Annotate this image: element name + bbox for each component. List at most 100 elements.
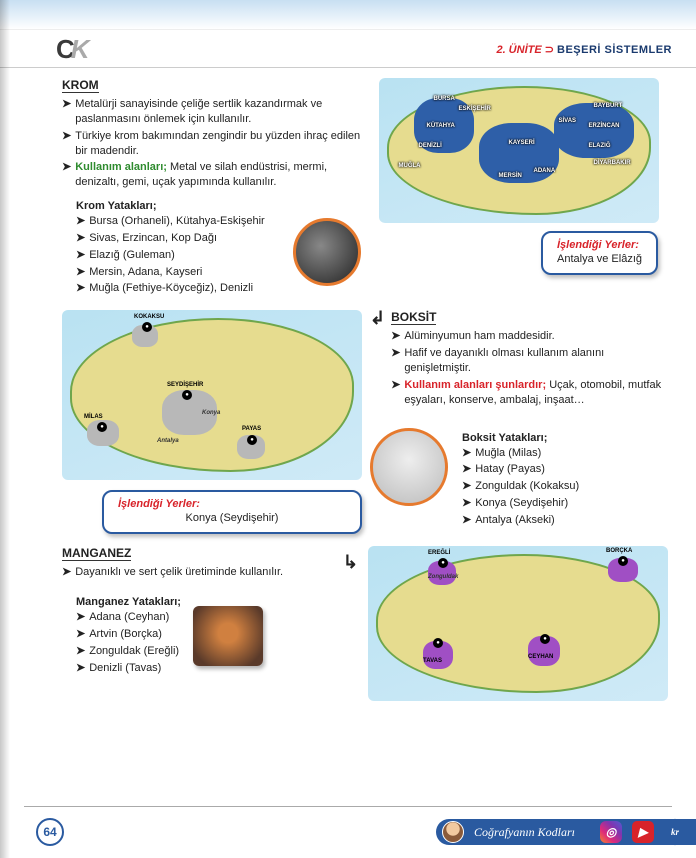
turkey-shape [70, 318, 354, 472]
logo: CK [56, 34, 90, 65]
map-label: BORÇKA [606, 548, 632, 554]
processed-title: İşlendiği Yerler: [557, 239, 642, 251]
map-label: BAYBURT [594, 103, 623, 109]
text: Alüminyumun ham maddesidir. [404, 329, 554, 344]
list-item: ➤Zonguldak (Ereğli) [76, 644, 181, 659]
region [554, 103, 634, 158]
text: Elazığ (Guleman) [89, 248, 175, 263]
youtube-icon[interactable]: ▶ [632, 821, 654, 843]
list-item: ➤Artvin (Borçka) [76, 627, 181, 642]
list-item: ➤ Antalya (Akseki) [462, 513, 579, 528]
text: Antalya (Akseki) [475, 513, 554, 528]
chevron-icon: ➤ [76, 627, 85, 642]
unit-blue: BEŞERİ SİSTEMLER [557, 44, 672, 56]
list-item: ➤Mersin, Adana, Kayseri [76, 265, 283, 280]
arrow-icon: ↳ [343, 552, 358, 573]
instagram-icon[interactable]: ◎ [600, 821, 622, 843]
chevron-icon: ➤ [62, 160, 71, 175]
text: Konya (Seydişehir) [475, 496, 568, 511]
map-label: PAYAS [242, 426, 261, 432]
map-label: ESKİŞEHİR [459, 106, 491, 112]
chevron-icon: ➤ [462, 513, 471, 528]
chevron-icon: ➤ [76, 248, 85, 263]
krom-title: KROM [62, 78, 99, 93]
list-item: ➤Denizli (Tavas) [76, 661, 181, 676]
chevron-icon: ➤ [76, 281, 85, 296]
map-label: KOKAKSU [134, 314, 164, 320]
unit-red: 2. ÜNİTE [496, 44, 541, 56]
boksit-section: ● ● ● ● KOKAKSU SEYDİŞEHİR MİLAS Konya A… [62, 310, 668, 534]
map-label: DİYARBAKIR [594, 160, 631, 166]
text: Hafif ve dayanıklı olması kullanım alanı… [404, 346, 668, 376]
chevron-icon: ➤ [462, 479, 471, 494]
list-item: ➤Hatay (Payas) [462, 462, 579, 477]
manganez-image [193, 606, 263, 666]
boksit-bullet: ➤ Hafif ve dayanıklı olması kullanım alan… [391, 346, 668, 376]
text: Türkiye krom bakımından zengindir bu yüz… [75, 129, 361, 159]
krom-processed: İşlendiği Yerler: Antalya ve Elâzığ [541, 231, 658, 275]
krom-section: KROM ➤Metalürji sanayisinde çeliğe sertl… [62, 78, 668, 298]
text: Kullanım alanları şunlardır; Uçak, otomo… [404, 378, 668, 408]
chevron-icon: ➤ [76, 214, 85, 229]
map-label: KAYSERİ [509, 140, 535, 146]
top-gradient [0, 0, 696, 30]
boksit-map: ● ● ● ● KOKAKSU SEYDİŞEHİR MİLAS Konya A… [62, 310, 362, 480]
text: Zonguldak (Kokaksu) [475, 479, 579, 494]
map-label: Konya [202, 410, 220, 416]
chevron-icon: ➤ [62, 129, 71, 144]
chevron-icon: ➤ [76, 661, 85, 676]
krom-bullet: ➤ Türkiye krom bakımından zengindir bu yü… [62, 129, 361, 159]
arrow-icon: ↲ [370, 308, 385, 329]
avatar-icon [442, 821, 464, 843]
chevron-icon: ➤ [462, 462, 471, 477]
map-label: Zonguldak [428, 574, 458, 580]
list-item: ➤ Bursa (Orhaneli), Kütahya-Eskişehir [76, 214, 283, 229]
list-item: ➤Muğla (Fethiye-Köyceğiz), Denizli [76, 281, 283, 296]
page-number: 64 [36, 818, 64, 846]
usage-label: Kullanım alanları; [75, 161, 167, 173]
chevron-icon: ➤ [76, 610, 85, 625]
chevron-icon: ➤ [391, 329, 400, 344]
map-label: CEYHAN [528, 654, 553, 660]
brand-bar: Coğrafyanın Kodları ◎ ▶ kr [436, 819, 696, 845]
chevron-icon: ➤ [62, 97, 71, 112]
list-item: ➤ Sivas, Erzincan, Kop Dağı [76, 231, 283, 246]
chevron-icon: ➤ [391, 378, 400, 393]
chevron-icon: ➤ [391, 346, 400, 361]
boksit-processed: İşlendiği Yerler: Konya (Seydişehir) [102, 490, 362, 534]
map-label: MİLAS [84, 414, 103, 420]
list-item: ➤ Elazığ (Guleman) [76, 248, 283, 263]
map-label: Antalya [157, 438, 179, 444]
content: KROM ➤Metalürji sanayisinde çeliğe sertl… [0, 68, 696, 701]
krom-usage: ➤Kullanım alanları; Metal ve silah endüs… [62, 160, 361, 190]
chevron-icon: ➤ [462, 446, 471, 461]
text: Bursa (Orhaneli), Kütahya-Eskişehir [89, 214, 264, 229]
map-label: ELAZIĞ [589, 143, 611, 149]
list-item: ➤Adana (Ceyhan) [76, 610, 181, 625]
map-label: TAVAS [423, 658, 442, 664]
map-label: KÜTAHYA [427, 123, 455, 129]
unit-line: 2. ÜNİTE ⊃ BEŞERİ SİSTEMLER [496, 43, 672, 56]
logo-k: K [71, 34, 90, 64]
header: CK 2. ÜNİTE ⊃ BEŞERİ SİSTEMLER [0, 30, 696, 68]
brand-text: Coğrafyanın Kodları [474, 825, 590, 840]
boksit-deposits: ➤Muğla (Milas) ➤Hatay (Payas) ➤Zonguldak… [462, 446, 579, 528]
text: Dayanıklı ve sert çelik üretiminde kulla… [75, 565, 283, 580]
chevron-icon: ➤ [76, 265, 85, 280]
map-label: ERZİNCAN [589, 123, 620, 129]
map-label: SİVAS [559, 118, 577, 124]
list-item: ➤ Konya (Seydişehir) [462, 496, 579, 511]
chevron-icon: ➤ [462, 496, 471, 511]
chevron-icon: ➤ [76, 644, 85, 659]
krom-image [293, 218, 361, 286]
processed-title: İşlendiği Yerler: [118, 498, 346, 510]
manganez-deposits-title: Manganez Yatakları; [76, 596, 181, 608]
text: Sivas, Erzincan, Kop Dağı [89, 231, 217, 246]
chevron-icon: ➤ [76, 231, 85, 246]
footer: 64 Coğrafyanın Kodları ◎ ▶ kr [0, 806, 696, 858]
processed-text: Antalya ve Elâzığ [557, 253, 642, 265]
usage-label: Kullanım alanları şunlardır; [404, 379, 546, 391]
kr-icon[interactable]: kr [659, 816, 690, 847]
manganez-title: MANGANEZ [62, 546, 131, 561]
manganez-section: MANGANEZ ➤ Dayanıklı ve sert çelik üretim… [62, 546, 668, 701]
